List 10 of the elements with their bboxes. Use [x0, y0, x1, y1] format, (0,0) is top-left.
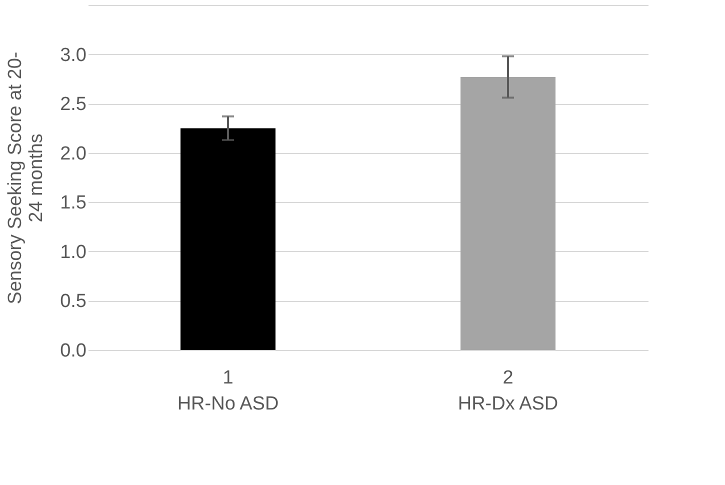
y-tick-label: 3.0 [60, 44, 86, 66]
y-tick-label: 1.0 [60, 242, 86, 263]
y-tick-label: 2.0 [60, 143, 86, 164]
x-tick-label: 2 HR-Dx ASD [458, 368, 558, 414]
y-tick-label: 2.5 [60, 94, 86, 116]
y-tick-label: 0.0 [60, 340, 86, 362]
y-tick-label: 0.5 [60, 291, 86, 312]
y-axis-title: Sensory Seeking Score at 20- 24 months [5, 52, 48, 304]
y-tick-label: 1.5 [60, 192, 86, 214]
x-tick-label: 1 HR-No ASD [177, 368, 279, 414]
